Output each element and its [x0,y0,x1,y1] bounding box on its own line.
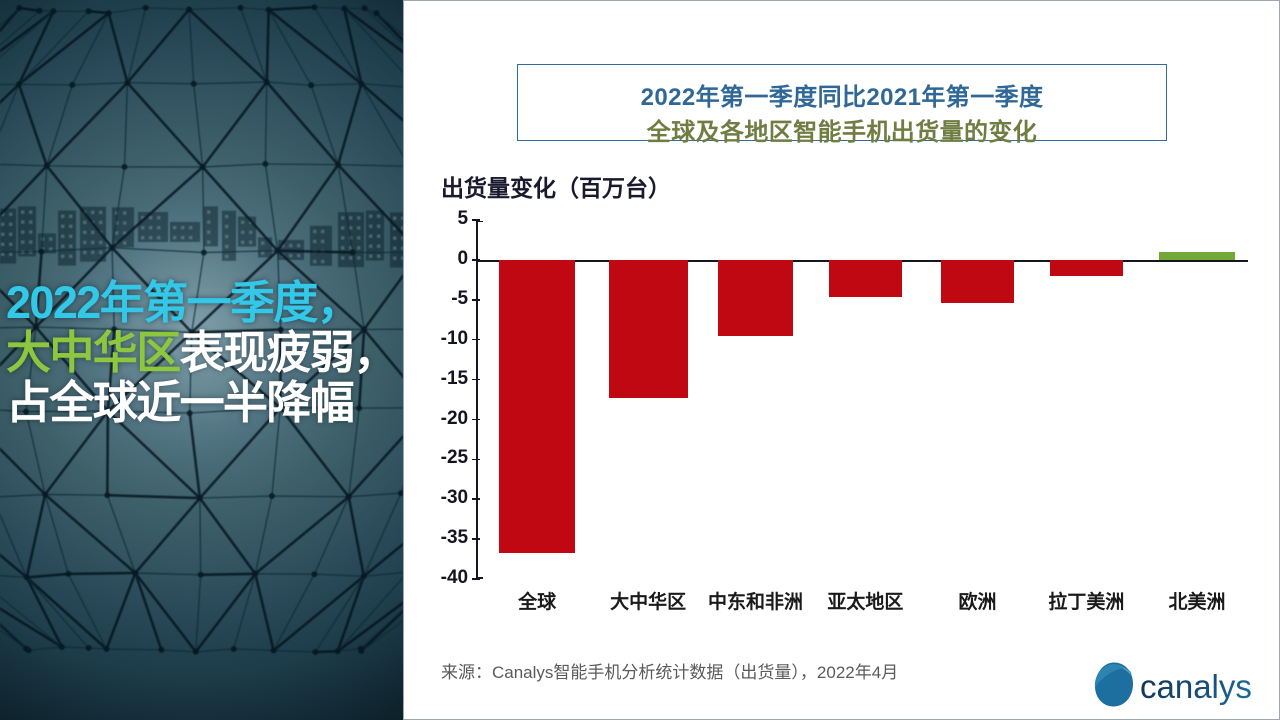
svg-text:canalys: canalys [1140,668,1252,705]
